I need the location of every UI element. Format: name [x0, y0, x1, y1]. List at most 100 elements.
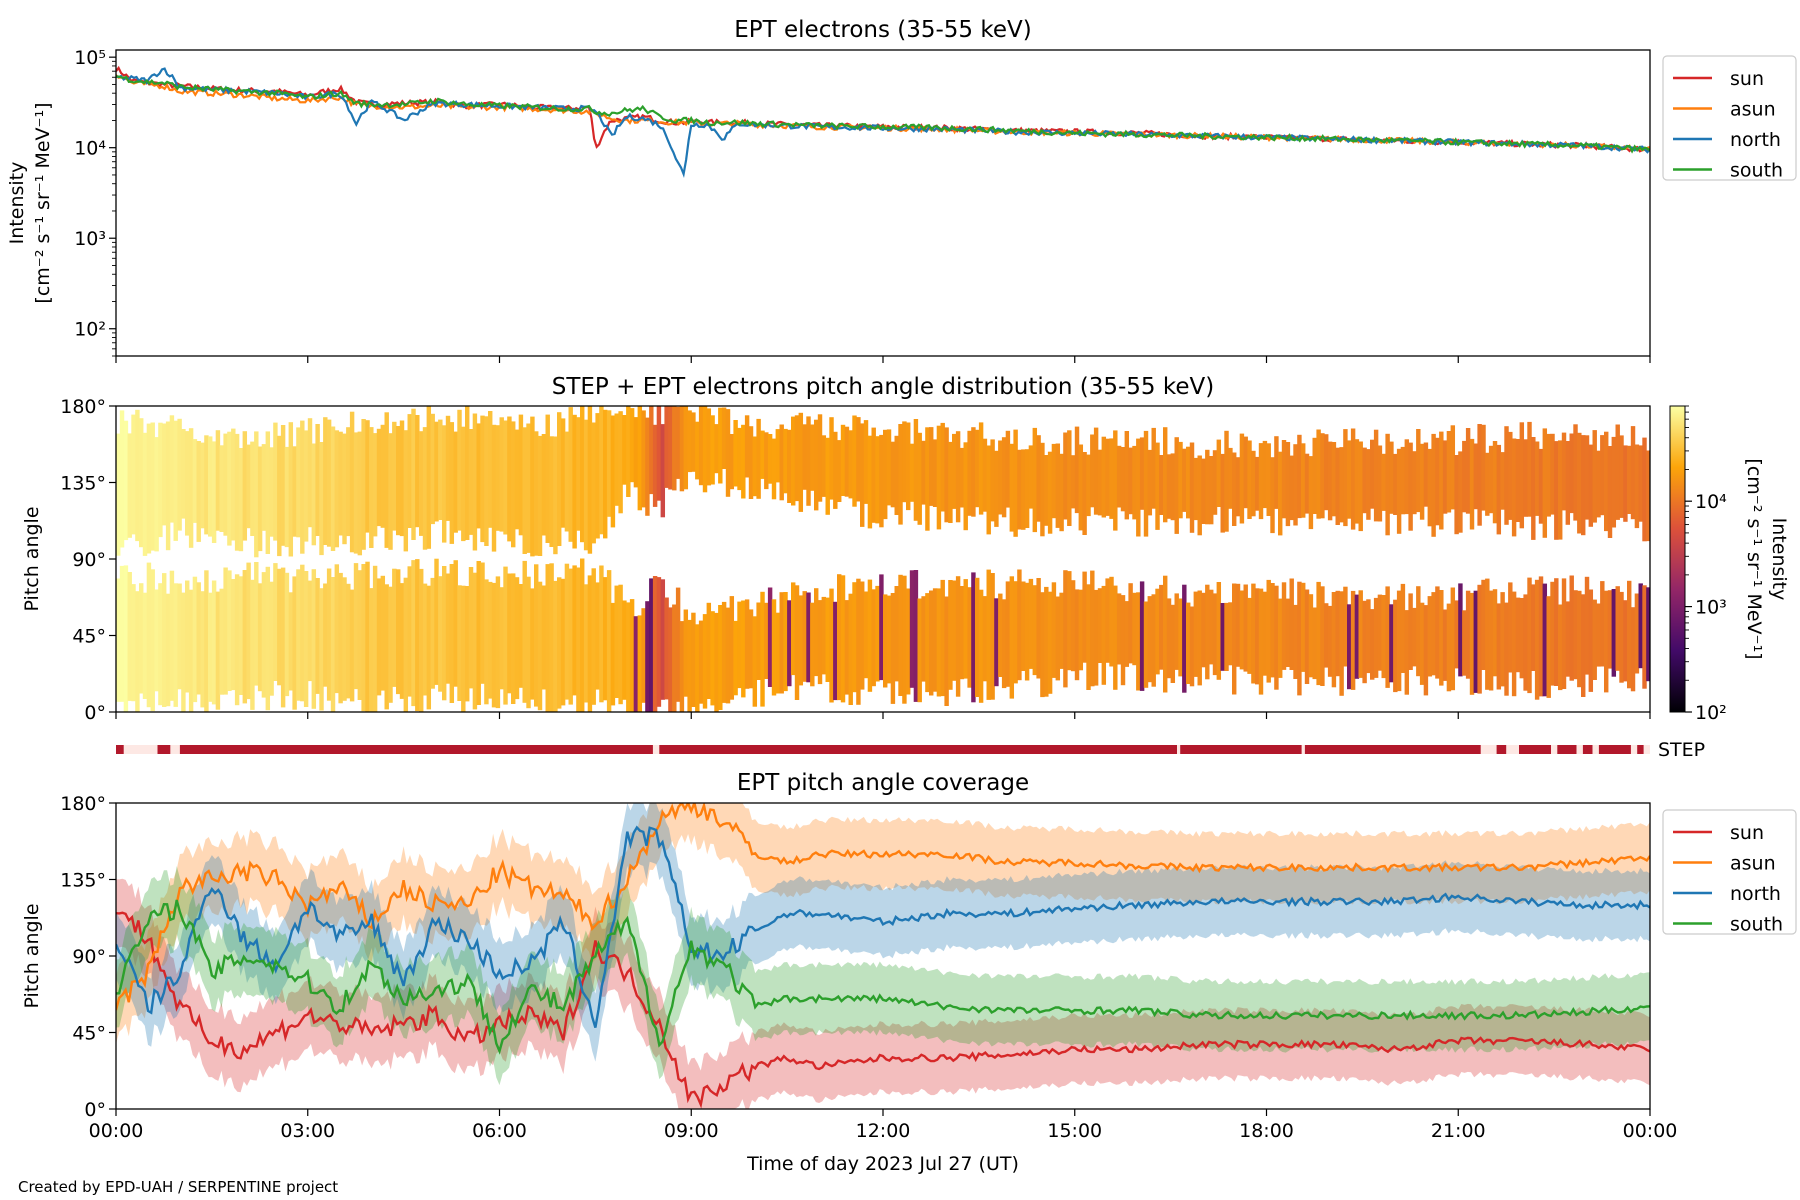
pad-cell-lower [1247, 597, 1252, 674]
pad-cell-upper [208, 436, 213, 537]
pad-cell-lower [691, 612, 696, 707]
pad-cell-upper [1454, 455, 1459, 535]
pad-cell-lower [522, 560, 527, 703]
pad-cell-lower [353, 563, 359, 690]
pad-cell-upper [840, 424, 846, 496]
pad-cell-lower [1201, 592, 1206, 668]
pad-cell-lower [1316, 581, 1321, 686]
pad-cell-upper [518, 414, 524, 536]
pad-cell-upper [1389, 441, 1394, 514]
pad-cell-lower [369, 588, 374, 712]
pad-cell-lower [591, 568, 596, 705]
pad-cell-upper [1324, 434, 1329, 511]
pad-cell-upper [357, 431, 363, 556]
pad-cell-upper [867, 435, 873, 529]
pad-cell-lower [921, 596, 926, 682]
step-availability-panel: STEP [116, 739, 1705, 761]
pad-cell-lower [879, 574, 884, 681]
pad-cell-lower [737, 601, 742, 689]
pad-cell-lower [192, 576, 198, 703]
coverage-xtick-label: 00:00 [89, 1120, 144, 1142]
pad-cell-upper [1439, 431, 1444, 530]
pad-cell-upper [1465, 428, 1471, 514]
coverage-legend-label-asun: asun [1730, 853, 1776, 875]
pad-cell-upper [1151, 427, 1156, 509]
pad-cell-upper [1001, 437, 1007, 518]
pad-cell-upper [1523, 439, 1528, 517]
pad-cell-lower [495, 576, 501, 709]
pad-cell-lower [1197, 590, 1202, 686]
step-segments [116, 745, 1650, 754]
pad-cell-lower [219, 588, 224, 695]
pad-cell-upper [1074, 426, 1080, 514]
pad-cell-lower [1488, 590, 1494, 691]
pad-cell-upper [1584, 435, 1590, 520]
pad-cell-upper [1209, 456, 1214, 525]
coverage-ytick-label: 45° [72, 1023, 106, 1045]
pad-cell-upper [787, 429, 792, 503]
pad-cell-upper [844, 426, 850, 497]
pad-cell-lower [349, 589, 355, 702]
pad-cell-lower [1097, 588, 1103, 663]
pad-cell-upper [879, 434, 884, 528]
pad-cell-upper [162, 423, 167, 526]
pad-cell-upper [442, 425, 447, 543]
pad-cell-lower [902, 575, 907, 704]
pad-cell-upper [1358, 441, 1363, 532]
pad-cell-lower [422, 583, 428, 696]
pad-cell-upper [1059, 453, 1064, 532]
coverage-ytick-label: 180° [60, 793, 106, 815]
pad-cell-upper [1247, 440, 1252, 519]
pad-cell-upper [1051, 443, 1057, 519]
pad-cell-upper [537, 435, 543, 556]
pad-cell-upper [1435, 437, 1440, 526]
pad-cell-upper [714, 424, 719, 474]
pad-cell-lower [1427, 596, 1433, 677]
pad-cell-lower [1412, 607, 1417, 667]
pad-cell-upper [257, 446, 263, 552]
pad-cell-lower [472, 572, 478, 710]
pad-cell-upper [1070, 455, 1076, 509]
pad-cell-lower [672, 604, 677, 712]
pad-cell-upper [1067, 430, 1072, 526]
pad-cell-upper [1442, 440, 1448, 514]
pad-cell-lower [944, 596, 949, 706]
pad-cell-upper [154, 437, 159, 552]
pad-cell-lower [1615, 586, 1620, 671]
pad-cell-lower [265, 566, 271, 711]
pad-cell-upper [1600, 435, 1605, 516]
pad-cell-lower [1017, 569, 1022, 681]
colorbar-label-line1: Intensity [1768, 518, 1790, 601]
pad-cell-lower [403, 577, 409, 712]
pad-cell-upper [952, 433, 957, 509]
pad-cell-upper [511, 421, 516, 548]
pad-cell-upper [1404, 439, 1410, 515]
pad-cell-lower [1105, 578, 1110, 663]
pad-cell-lower [1013, 581, 1018, 684]
pad-cell-upper [756, 418, 761, 499]
pad-cell-upper [917, 432, 922, 525]
pad-cell-lower [334, 564, 340, 694]
pad-cell-upper [810, 424, 815, 491]
step-segment [1180, 745, 1302, 754]
pad-cell-lower [534, 564, 539, 707]
pad-cell-upper [449, 422, 455, 544]
pad-cell-lower [257, 583, 263, 692]
pad-cell-upper [361, 419, 366, 550]
pad-cell-upper [1458, 451, 1463, 533]
pad-cell-upper [1239, 433, 1245, 524]
pad-cell-lower [817, 600, 823, 685]
pad-cell-lower [392, 568, 397, 687]
pad-cell-upper [610, 415, 616, 528]
coverage-band-north [116, 803, 1650, 1062]
pad-cell-upper [388, 433, 393, 550]
pad-cell-upper [1040, 442, 1045, 537]
pad-cell-upper [652, 424, 658, 507]
pad-cell-lower [338, 572, 343, 704]
pad-cell-lower [1607, 590, 1613, 669]
pad-cell-lower [1174, 593, 1179, 670]
pad-cell-upper [1082, 452, 1087, 535]
pad-cell-lower [1416, 586, 1421, 677]
pad-cell-lower [1546, 596, 1551, 698]
pad-cell-lower [656, 577, 662, 707]
